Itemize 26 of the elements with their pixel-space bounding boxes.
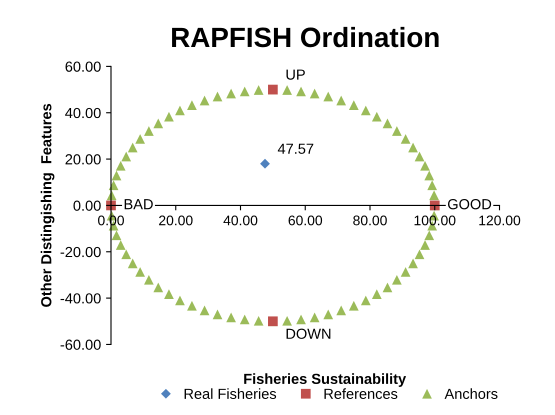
annotation: GOOD	[448, 199, 492, 210]
legend-label: Real Fisheries	[184, 388, 276, 399]
x-tick-label: 100.00	[414, 216, 456, 226]
y-tick-label: -60.00	[60, 340, 101, 350]
annotation: 47.57	[278, 144, 314, 154]
chart-title: RAPFISH Ordination	[172, 26, 439, 48]
x-tick-label: 60.00	[288, 216, 322, 226]
point	[260, 158, 270, 169]
y-tick-label: 60.00	[66, 62, 101, 72]
point	[106, 200, 116, 210]
x-tick-label: 80.00	[353, 216, 387, 226]
legend-label: References	[324, 388, 398, 399]
y-tick-label: 40.00	[65, 108, 101, 118]
y-tick-label: 0.00	[73, 200, 101, 211]
annotation: DOWN	[286, 328, 330, 339]
y-tick-label: 20.00	[66, 154, 101, 165]
y-tick-label: -40.00	[60, 293, 101, 304]
annotation: UP	[286, 70, 305, 80]
x-tick-label: 120.00	[479, 216, 520, 226]
x-tick-label: 20.00	[159, 216, 193, 226]
legend-label: Anchors	[444, 388, 498, 399]
y-axis-title: Other Distingishing Features	[40, 104, 54, 307]
y-tick-label: -20.00	[60, 246, 101, 258]
annotation: BAD	[124, 199, 153, 210]
x-axis-title: Fisheries Sustainability	[244, 373, 406, 387]
x-tick-label: 40.00	[223, 216, 258, 226]
